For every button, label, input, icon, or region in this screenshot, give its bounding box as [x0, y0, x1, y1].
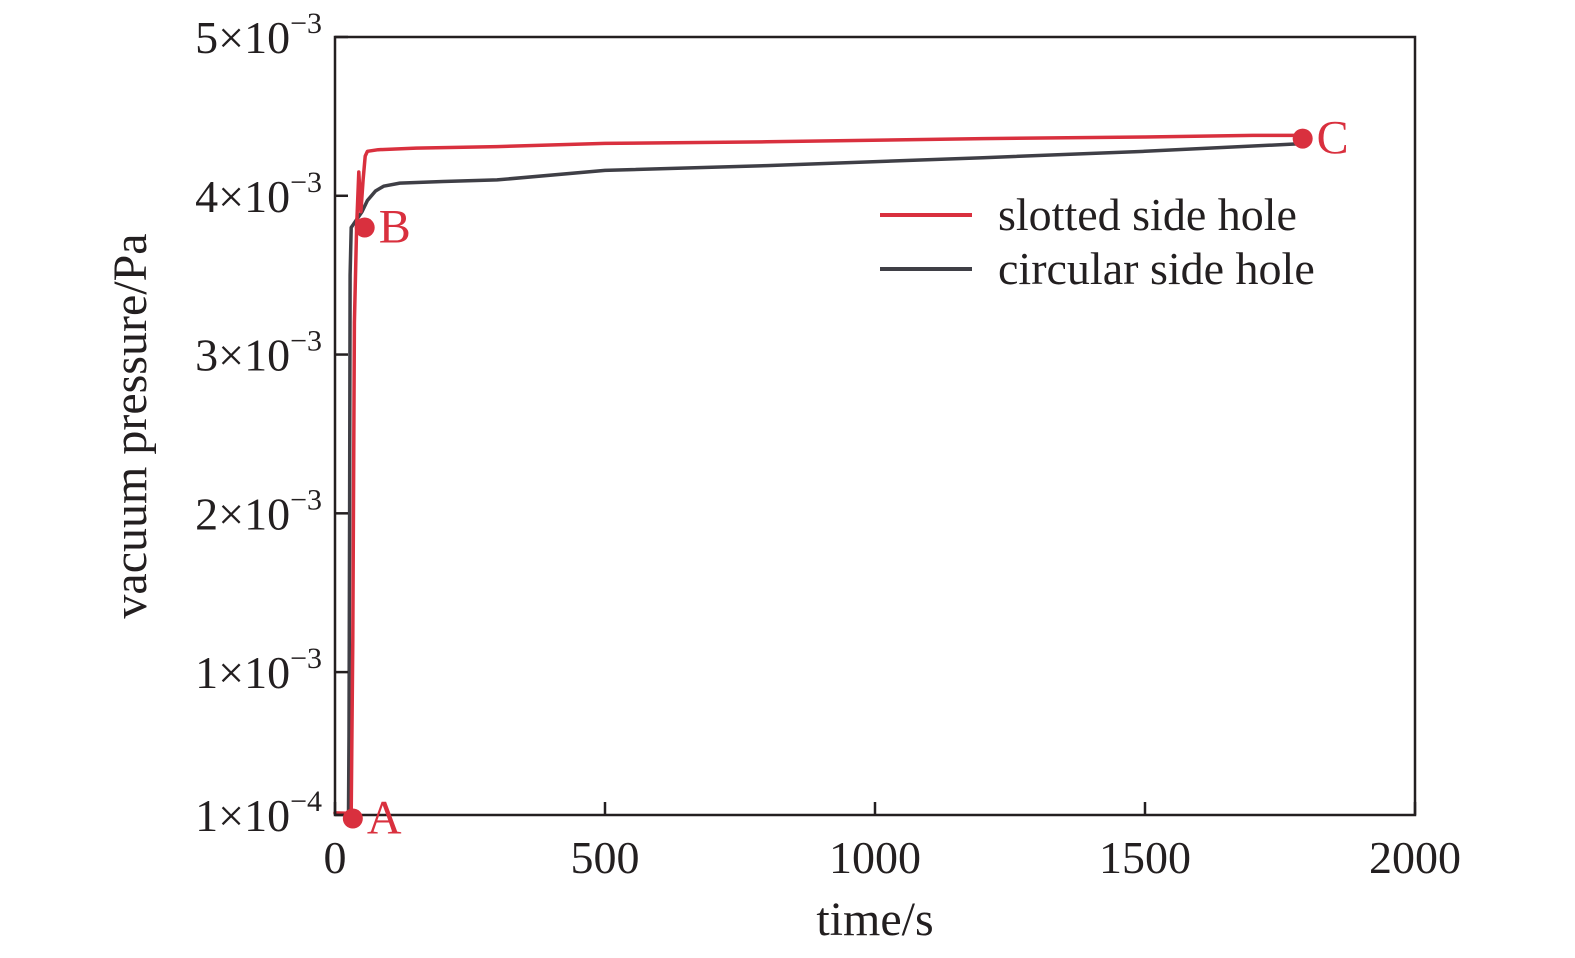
annotation-point: [342, 808, 363, 829]
y-tick-exponent: −3: [290, 642, 322, 675]
x-tick-label: 1000: [829, 832, 921, 883]
y-axis-ticks: 1×10−4 1×10−3 2×10−3 3×10−3 4×10−3 5×10−3: [195, 7, 348, 841]
y-tick-exponent: −4: [290, 785, 322, 818]
plot-frame: [333, 35, 1417, 817]
legend-label: slotted side hole: [998, 189, 1297, 240]
series-line-circular-side-hole: [346, 141, 1309, 814]
series-line-slotted-side-hole: [333, 133, 1309, 816]
annotation-label: C: [1317, 112, 1349, 165]
y-tick-mantissa: 3: [195, 330, 218, 381]
y-tick-label: 1×10−3: [195, 642, 322, 698]
y-tick-mantissa: 1: [195, 647, 218, 698]
point-annotations: A B C: [342, 112, 1349, 844]
x-axis-ticks: 0 500 1000 1500 2000: [324, 802, 1461, 883]
plot-lines: [333, 133, 1309, 816]
y-tick-label: 1×10−4: [195, 785, 322, 841]
x-tick-label: 2000: [1369, 832, 1461, 883]
y-tick-exponent: −3: [290, 483, 322, 516]
x-tick-label: 0: [324, 832, 347, 883]
x-axis-title: time/s: [816, 893, 933, 946]
x-tick-label: 1500: [1099, 832, 1191, 883]
y-tick-label: 3×10−3: [195, 325, 322, 381]
y-tick-label: 5×10−3: [195, 7, 322, 63]
y-tick-mantissa: 4: [195, 171, 218, 222]
y-tick-exponent: −3: [290, 166, 322, 199]
y-tick-mantissa: 2: [195, 488, 218, 539]
x-tick-label: 500: [571, 832, 640, 883]
legend-label: circular side hole: [998, 243, 1315, 294]
y-tick-mantissa: 5: [195, 12, 218, 63]
annotation-label: B: [379, 201, 411, 254]
annotation-point: [354, 217, 375, 238]
y-tick-label: 4×10−3: [195, 166, 322, 222]
y-tick-exponent: −3: [290, 325, 322, 358]
y-tick-label: 2×10−3: [195, 483, 322, 539]
y-tick-mantissa: 1: [195, 790, 218, 841]
annotation-point: [1292, 128, 1313, 149]
annotation-label: A: [367, 791, 402, 844]
y-tick-exponent: −3: [290, 7, 322, 40]
y-axis-title: vacuum pressure/Pa: [104, 233, 157, 618]
